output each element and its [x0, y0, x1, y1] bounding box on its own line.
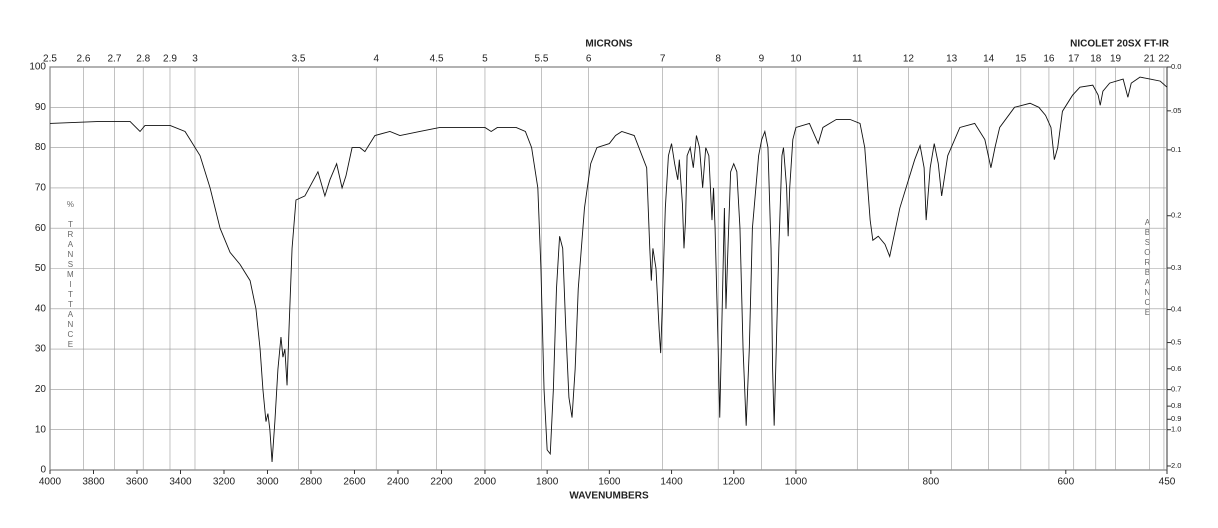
y2-tick-label: 0.9 [1171, 414, 1181, 423]
x2-tick-label: 22 [1158, 54, 1170, 65]
y-tick-label: 60 [35, 223, 47, 234]
y-tick-label: 80 [35, 142, 47, 153]
x-tick-label: 3200 [213, 477, 236, 488]
x2-tick-label: 19 [1110, 54, 1122, 65]
y2-tick-label: 0.0 [1171, 62, 1181, 71]
x-tick-label: 1800 [536, 477, 559, 488]
y-tick-label: 0 [40, 465, 46, 476]
x2-axis-label: MICRONS [585, 39, 633, 50]
x2-tick-label: 2.5 [43, 54, 57, 65]
x2-tick-label: 11 [852, 54, 863, 65]
x-tick-label: 1200 [723, 477, 746, 488]
x-tick-label: 2800 [300, 477, 323, 488]
y2-tick-label: 0.3 [1171, 263, 1181, 272]
y2-tick-label: 0.5 [1171, 338, 1181, 347]
x2-tick-label: 2.8 [136, 54, 150, 65]
x2-tick-label: 15 [1015, 54, 1027, 65]
y2-tick-label: 2.0 [1171, 461, 1181, 470]
x-tick-label: 600 [1057, 477, 1074, 488]
x2-tick-label: 4 [373, 54, 379, 65]
x2-tick-label: 2.7 [107, 54, 121, 65]
spectrum-line [49, 76, 1168, 462]
y-tick-label: 20 [35, 384, 47, 395]
y-axis-label: % TRANSMITTANCE [66, 200, 75, 350]
chart-title: NICOLET 20SX FT-IR [1070, 39, 1170, 50]
y-tick-label: 70 [35, 183, 47, 194]
x2-tick-label: 10 [790, 54, 802, 65]
x-tick-label: 1400 [660, 477, 683, 488]
x2-tick-label: 3 [192, 54, 198, 65]
x-tick-label: 2000 [474, 477, 497, 488]
x2-tick-label: 16 [1043, 54, 1055, 65]
x-tick-label: 3000 [256, 477, 279, 488]
y2-tick-label: 0.4 [1171, 305, 1181, 314]
x-tick-label: 1000 [785, 477, 808, 488]
x2-tick-label: 6 [586, 54, 592, 65]
x-tick-label: 450 [1159, 477, 1176, 488]
x-tick-label: 2600 [343, 477, 366, 488]
x-tick-label: 3600 [126, 477, 149, 488]
x-tick-label: 800 [923, 477, 940, 488]
y-tick-label: 50 [35, 263, 47, 274]
x-tick-label: 2400 [387, 477, 410, 488]
x2-tick-label: 3.5 [292, 54, 306, 65]
y-tick-label: 90 [35, 102, 47, 113]
y2-tick-label: .05 [1171, 106, 1181, 115]
x2-tick-label: 21 [1144, 54, 1156, 65]
y2-tick-label: 0.8 [1171, 401, 1181, 410]
x2-tick-label: 5 [482, 54, 488, 65]
x2-tick-label: 2.9 [163, 54, 177, 65]
y2-tick-label: 0.6 [1171, 364, 1181, 373]
x2-tick-label: 9 [759, 54, 765, 65]
x2-tick-label: 7 [660, 54, 666, 65]
y-tick-label: 10 [35, 424, 47, 435]
y-tick-label: 40 [35, 303, 47, 314]
x2-tick-label: 8 [715, 54, 721, 65]
x-tick-label: 3400 [169, 477, 192, 488]
x2-tick-label: 5.5 [535, 54, 549, 65]
x2-tick-label: 4.5 [430, 54, 444, 65]
y2-tick-label: 0.1 [1171, 145, 1181, 154]
x2-tick-label: 2.6 [77, 54, 91, 65]
y-tick-label: 100 [29, 62, 46, 73]
x-tick-label: 1600 [598, 477, 621, 488]
x-axis-label: WAVENUMBERS [569, 491, 649, 502]
y2-tick-label: 0.7 [1171, 385, 1181, 394]
x2-tick-label: 18 [1090, 54, 1102, 65]
x-tick-label: 3800 [82, 477, 105, 488]
x2-tick-label: 14 [983, 54, 995, 65]
y2-tick-label: 1.0 [1171, 425, 1181, 434]
y2-axis-label: ABSORBANCE [1143, 218, 1152, 318]
y2-tick-label: 0.2 [1171, 211, 1181, 220]
x-tick-label: 4000 [39, 477, 62, 488]
x2-tick-label: 12 [903, 54, 915, 65]
x2-tick-label: 17 [1068, 54, 1080, 65]
y-tick-label: 30 [35, 344, 47, 355]
x2-tick-label: 13 [946, 54, 958, 65]
x-tick-label: 2200 [430, 477, 453, 488]
